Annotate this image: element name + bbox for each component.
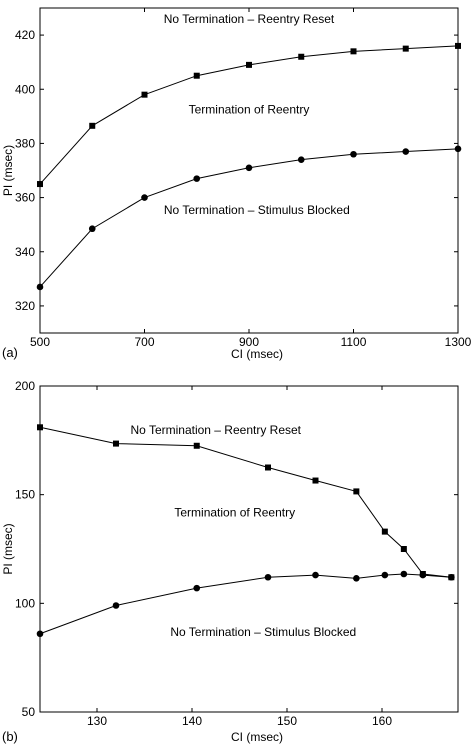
y-tick-label: 420 [15, 28, 35, 42]
region-annotation: No Termination – Reentry Reset [164, 12, 335, 26]
y-tick-label: 320 [15, 299, 35, 313]
data-point-circle [448, 573, 455, 581]
y-tick-label: 360 [15, 191, 35, 205]
data-point-square [353, 488, 360, 495]
data-point-square [89, 122, 96, 129]
region-annotation: No Termination – Stimulus Blocked [164, 203, 350, 217]
y-tick-label: 100 [15, 596, 35, 610]
data-point-square [381, 528, 388, 535]
y-axis-label: PI (msec) [1, 523, 15, 574]
region-annotation: Termination of Reentry [189, 103, 310, 117]
x-tick-label: 160 [372, 714, 392, 728]
panel-a: 500 700 900 1100 1300 320 340 360 380 400 420 CI (m… [1, 7, 471, 361]
data-point-square [400, 546, 407, 552]
data-point-circle [400, 570, 408, 578]
data-point-square [37, 181, 43, 188]
x-tick-label: 1300 [445, 335, 471, 349]
data-point-circle [312, 571, 319, 579]
series-line-square [39, 426, 452, 578]
data-point-square [312, 477, 319, 484]
region-annotation: No Termination – Reentry Reset [130, 423, 301, 437]
y-tick-label: 340 [15, 245, 35, 259]
data-point-circle [454, 145, 462, 153]
data-point-circle [141, 194, 148, 201]
data-point-square [402, 45, 409, 52]
series-line-circle [39, 573, 452, 635]
x-tick-label: 900 [239, 335, 259, 349]
data-point-circle [88, 225, 96, 233]
data-point-circle [419, 571, 427, 579]
data-point-circle [245, 164, 253, 172]
data-point-square [37, 424, 43, 431]
data-point-square [350, 48, 357, 55]
data-point-square [265, 464, 271, 471]
x-tick-label: 700 [134, 335, 154, 349]
data-point-circle [402, 148, 410, 155]
data-point-square [298, 53, 305, 60]
y-axis-label: PI (msec) [1, 145, 15, 196]
data-point-square [193, 72, 200, 79]
x-axis-label: CI (msec) [231, 347, 283, 361]
data-point-square [246, 61, 252, 68]
panel-b: 130 140 150 160 50 100 150 200 CI (msec) PI (msec… [1, 379, 459, 744]
data-point-circle [297, 156, 305, 163]
region-annotation: No Termination – Stimulus Blocked [170, 625, 356, 639]
x-tick-label: 140 [182, 714, 202, 728]
data-point-square [455, 42, 461, 49]
x-tick-label: 150 [277, 714, 297, 728]
data-point-circle [264, 573, 272, 581]
x-tick-label: 500 [30, 335, 50, 349]
region-annotation: Termination of Reentry [174, 505, 295, 519]
data-point-circle [112, 602, 120, 609]
y-tick-label: 50 [22, 705, 36, 719]
y-tick-label: 380 [15, 136, 35, 150]
data-point-circle [193, 584, 201, 592]
x-axis-label: CI (msec) [231, 730, 283, 744]
data-point-square [193, 442, 200, 449]
data-point-circle [193, 175, 201, 182]
data-point-circle [381, 571, 389, 579]
x-tick-label: 1100 [341, 335, 367, 349]
y-tick-label: 400 [15, 82, 35, 96]
x-tick-label: 130 [87, 714, 107, 728]
data-point-circle [36, 630, 44, 638]
panel-label: (b) [2, 729, 18, 744]
data-point-circle [36, 283, 44, 291]
panel-label: (a) [2, 345, 18, 360]
data-point-square [113, 440, 119, 447]
y-tick-label: 200 [15, 379, 35, 393]
data-point-circle [350, 150, 357, 158]
data-point-circle [353, 575, 360, 582]
data-point-square [141, 91, 148, 98]
plot-frame [39, 385, 459, 713]
y-tick-label: 150 [15, 488, 35, 502]
